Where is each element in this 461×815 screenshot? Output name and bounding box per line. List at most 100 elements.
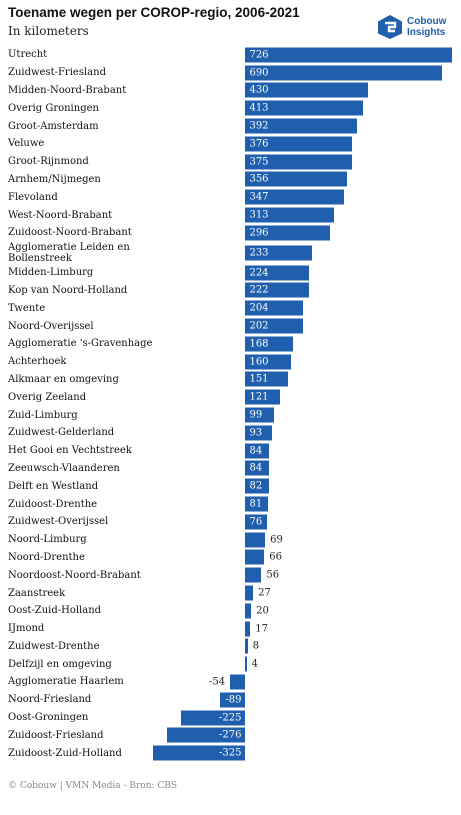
bar-row: West-Noord-Brabant 313 — [0, 206, 461, 224]
bar-row: Zuidwest-Gelderland 93 — [0, 424, 461, 442]
category-label: Zeeuwsch-Vlaanderen — [8, 462, 120, 474]
bar — [245, 514, 268, 530]
bar-row: Overig Groningen 413 — [0, 99, 461, 117]
category-label: Zuidoost-Drenthe — [8, 498, 98, 510]
bar-row: Agglomeratie Haarlem -54 — [0, 673, 461, 691]
bar — [245, 282, 309, 298]
bar — [245, 443, 270, 459]
value-label: -225 — [219, 712, 242, 724]
bar-row: Zuidoost-Drenthe 81 — [0, 495, 461, 513]
logo-icon — [378, 15, 402, 39]
bar-row: Zuidwest-Drenthe 8 — [0, 638, 461, 656]
chart-subtitle: In kilometers — [8, 24, 89, 38]
value-label: 202 — [249, 320, 269, 332]
category-label: West-Noord-Brabant — [8, 209, 113, 221]
category-label: Agglomeratie Leiden en Bollenstreek — [8, 241, 130, 264]
bar — [245, 425, 272, 441]
value-label: 121 — [249, 391, 269, 403]
value-label: 93 — [249, 427, 263, 439]
bar-row: Noord-Friesland -89 — [0, 691, 461, 709]
bar — [230, 674, 246, 690]
value-label: 69 — [270, 534, 283, 546]
bar-row: Het Gooi en Vechtstreek 84 — [0, 442, 461, 460]
value-label: -276 — [219, 729, 242, 741]
bar — [245, 371, 289, 387]
bar — [220, 692, 246, 708]
category-label: Midden-Limburg — [8, 267, 94, 279]
value-label: 84 — [249, 445, 263, 457]
bar — [245, 621, 251, 637]
bar — [245, 265, 310, 281]
value-label: 204 — [249, 302, 269, 314]
value-label: 430 — [249, 84, 269, 96]
bar — [245, 532, 266, 548]
bar — [245, 478, 269, 494]
bar — [245, 336, 294, 352]
value-label: -89 — [225, 694, 242, 706]
value-label: 76 — [249, 516, 263, 528]
value-label: 66 — [269, 551, 282, 563]
bar-row: Alkmaar en omgeving 151 — [0, 371, 461, 389]
value-label: 224 — [249, 267, 269, 279]
bar-row: Noordoost-Noord-Brabant 56 — [0, 566, 461, 584]
value-label: 347 — [249, 191, 269, 203]
category-label: Utrecht — [8, 49, 48, 61]
bar-row: Arnhem/Nijmegen 356 — [0, 171, 461, 189]
value-label: 151 — [249, 373, 269, 385]
value-label: -54 — [209, 676, 226, 688]
category-label: Twente — [8, 302, 46, 314]
bar — [245, 154, 353, 170]
category-label: Zaanstreek — [8, 587, 66, 599]
bar — [245, 100, 363, 116]
category-label: Agglomeratie 's-Gravenhage — [8, 338, 153, 350]
bar-row: Groot-Rijnmond 375 — [0, 153, 461, 171]
bar — [245, 496, 269, 512]
value-label: 81 — [249, 498, 263, 510]
category-label: Groot-Rijnmond — [8, 156, 89, 168]
logo-line: Cobouw — [407, 16, 447, 27]
category-label: Zuidoost-Friesland — [8, 729, 104, 741]
value-label: 84 — [249, 462, 263, 474]
value-label: 27 — [258, 587, 271, 599]
bar — [245, 567, 262, 583]
source: © Cobouw | VMN Media - Bron: CBS — [8, 781, 178, 791]
category-label: Noord-Overijssel — [8, 320, 94, 332]
category-label: Zuid-Limburg — [8, 409, 78, 421]
category-label: Overig Groningen — [8, 102, 99, 114]
category-label: Arnhem/Nijmegen — [8, 173, 101, 185]
category-label: Delft en Westland — [8, 480, 99, 492]
bar-row: Zaanstreek 27 — [0, 584, 461, 602]
category-label: Oost-Groningen — [8, 712, 89, 724]
value-label: 233 — [249, 247, 269, 259]
value-label: 99 — [249, 409, 263, 421]
value-label: 168 — [249, 338, 269, 350]
value-label: 160 — [249, 356, 269, 368]
value-label: -325 — [219, 747, 242, 759]
category-label: Achterhoek — [8, 356, 67, 368]
category-label: Noordoost-Noord-Brabant — [8, 569, 141, 581]
category-label: Kop van Noord-Holland — [8, 284, 128, 296]
bar — [245, 171, 347, 187]
bar-row: Zuidwest-Friesland 690 — [0, 64, 461, 82]
category-label: Groot-Amsterdam — [8, 120, 99, 132]
category-label: Zuidwest-Friesland — [8, 67, 106, 79]
bar-row: Agglomeratie 's-Gravenhage 168 — [0, 335, 461, 353]
bar — [245, 389, 280, 405]
bar-row: Oost-Groningen -225 — [0, 709, 461, 727]
bar-row: Utrecht 726 — [0, 46, 461, 64]
bar-row: Delft en Westland 82 — [0, 477, 461, 495]
category-label: Zuidwest-Gelderland — [8, 427, 115, 439]
category-label: Zuidwest-Overijssel — [8, 516, 109, 528]
bar — [153, 745, 246, 761]
bar — [245, 318, 303, 334]
bar-row: Kop van Noord-Holland 222 — [0, 282, 461, 300]
bar-row: Zuidoost-Friesland -276 — [0, 726, 461, 744]
value-label: 296 — [249, 227, 269, 239]
bar — [181, 710, 246, 726]
bar-row: Achterhoek 160 — [0, 353, 461, 371]
bar-row: Zeeuwsch-Vlaanderen 84 — [0, 460, 461, 478]
value-label: 392 — [249, 120, 269, 132]
category-label: Flevoland — [8, 191, 58, 203]
bar — [245, 549, 265, 565]
logo-text: Cobouw Insights — [407, 16, 446, 38]
